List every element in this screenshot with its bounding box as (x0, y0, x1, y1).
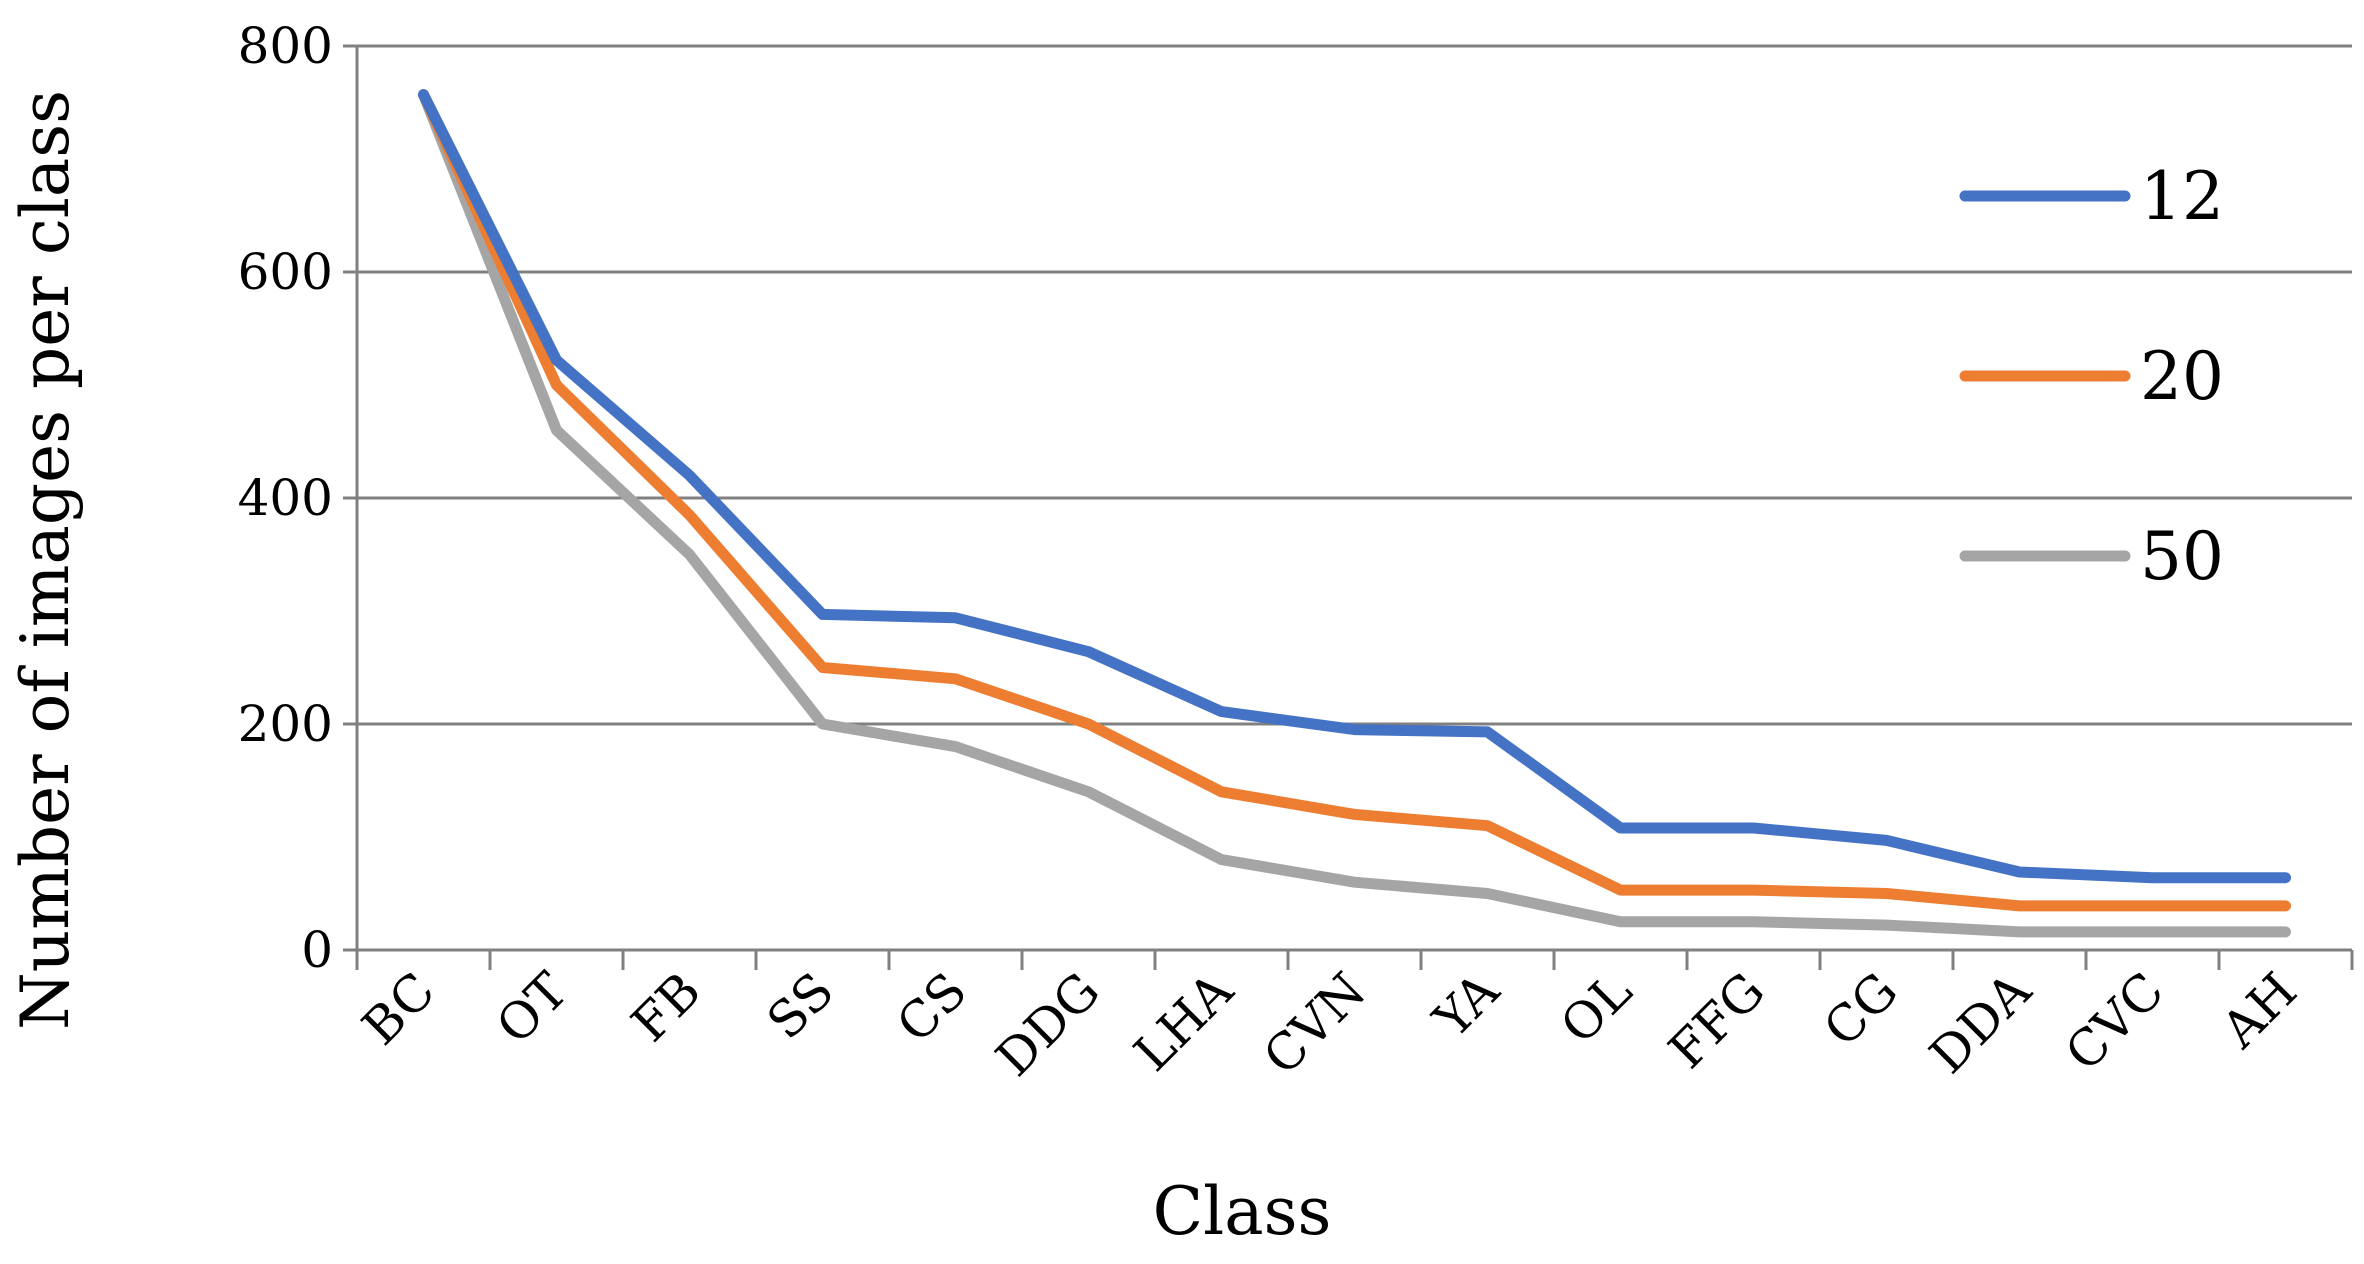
y-axis-title: Number of images per class (7, 90, 84, 1030)
x-tick-label: YA (1422, 961, 1510, 1049)
x-tick-label: BC (351, 961, 446, 1056)
x-tick-label: OT (485, 961, 579, 1055)
x-tick-label: CVC (2054, 961, 2175, 1082)
legend: 12 20 50 (1959, 158, 2224, 595)
y-tick-label: 800 (238, 17, 333, 75)
x-tick-label: CS (886, 961, 978, 1053)
x-tick-label: AH (2210, 961, 2308, 1059)
x-tick-label: CVN (1252, 961, 1377, 1086)
series-line-12 (418, 89, 2291, 884)
y-tick-labels: 0 200 400 600 800 (238, 17, 333, 979)
x-tick-label: DDA (1919, 961, 2043, 1085)
series-lines (418, 89, 2291, 938)
legend-label-50: 50 (2140, 518, 2224, 595)
y-tick-label: 200 (238, 695, 333, 753)
x-tick-label: DDG (985, 961, 1111, 1087)
x-tick-label: OL (1550, 961, 1643, 1054)
x-tick-labels: BC OT FB SS CS DDG LHA CVN YA OL FFG CG DDA CVC AH (351, 961, 2308, 1088)
gridlines (357, 44, 2352, 726)
x-tick-label: FFG (1658, 961, 1776, 1079)
x-tick-label: LHA (1123, 961, 1244, 1082)
legend-label-12: 12 (2140, 158, 2224, 235)
y-tick-label: 0 (301, 921, 333, 979)
series-line-20 (418, 89, 2291, 912)
x-tick-label: SS (756, 961, 845, 1050)
x-axis-title: Class (1153, 1173, 1332, 1250)
x-tick-label: CG (1813, 961, 1909, 1057)
series-line-50 (418, 89, 2291, 938)
y-tick-label: 400 (238, 469, 333, 527)
legend-label-20: 20 (2140, 338, 2224, 415)
axes (343, 44, 2354, 970)
y-tick-label: 600 (238, 243, 333, 301)
x-tick-label: FB (620, 961, 712, 1053)
